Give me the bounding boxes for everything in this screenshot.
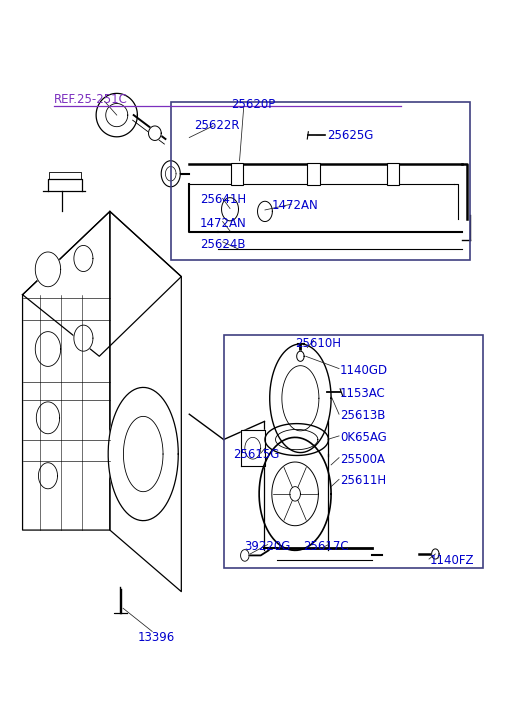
Text: 1153AC: 1153AC xyxy=(340,387,386,401)
Polygon shape xyxy=(221,198,238,221)
Polygon shape xyxy=(38,462,57,489)
Polygon shape xyxy=(270,344,331,453)
Polygon shape xyxy=(74,325,93,351)
Polygon shape xyxy=(22,212,181,356)
Polygon shape xyxy=(265,424,328,456)
Polygon shape xyxy=(259,438,331,550)
Text: 25500A: 25500A xyxy=(340,453,385,465)
Polygon shape xyxy=(35,332,61,366)
Text: 25624B: 25624B xyxy=(200,238,245,252)
Text: 39220G: 39220G xyxy=(244,539,290,553)
Polygon shape xyxy=(108,387,178,521)
Polygon shape xyxy=(74,246,93,271)
Polygon shape xyxy=(35,252,61,286)
Polygon shape xyxy=(257,201,272,222)
Text: 25625G: 25625G xyxy=(327,129,373,142)
Bar xyxy=(223,334,483,568)
Text: 25620P: 25620P xyxy=(231,97,276,111)
Text: REF.25-251C: REF.25-251C xyxy=(54,92,128,105)
Polygon shape xyxy=(240,550,249,561)
Polygon shape xyxy=(240,430,265,466)
Text: 1472AN: 1472AN xyxy=(200,217,247,230)
Bar xyxy=(230,163,243,185)
Polygon shape xyxy=(36,402,60,434)
Text: 25610H: 25610H xyxy=(295,337,341,350)
Text: 1472AN: 1472AN xyxy=(271,199,318,212)
Polygon shape xyxy=(148,126,161,140)
Text: 25613B: 25613B xyxy=(340,409,386,422)
Polygon shape xyxy=(297,351,304,361)
Polygon shape xyxy=(161,161,180,187)
Text: 1140FZ: 1140FZ xyxy=(430,554,475,567)
Text: 0K65AG: 0K65AG xyxy=(340,431,387,444)
Bar xyxy=(387,163,400,185)
Polygon shape xyxy=(22,212,110,530)
Polygon shape xyxy=(110,212,181,592)
Text: 13396: 13396 xyxy=(138,631,175,643)
Polygon shape xyxy=(272,462,318,526)
Bar xyxy=(307,163,320,185)
Bar xyxy=(171,102,470,260)
Polygon shape xyxy=(431,549,439,559)
Text: 25611H: 25611H xyxy=(340,474,386,487)
Text: 25622R: 25622R xyxy=(195,119,240,132)
Text: 25617C: 25617C xyxy=(303,539,348,553)
Text: 25615G: 25615G xyxy=(233,449,279,461)
Polygon shape xyxy=(96,93,137,137)
Text: 1140GD: 1140GD xyxy=(340,364,388,377)
Text: 25641H: 25641H xyxy=(200,193,246,206)
